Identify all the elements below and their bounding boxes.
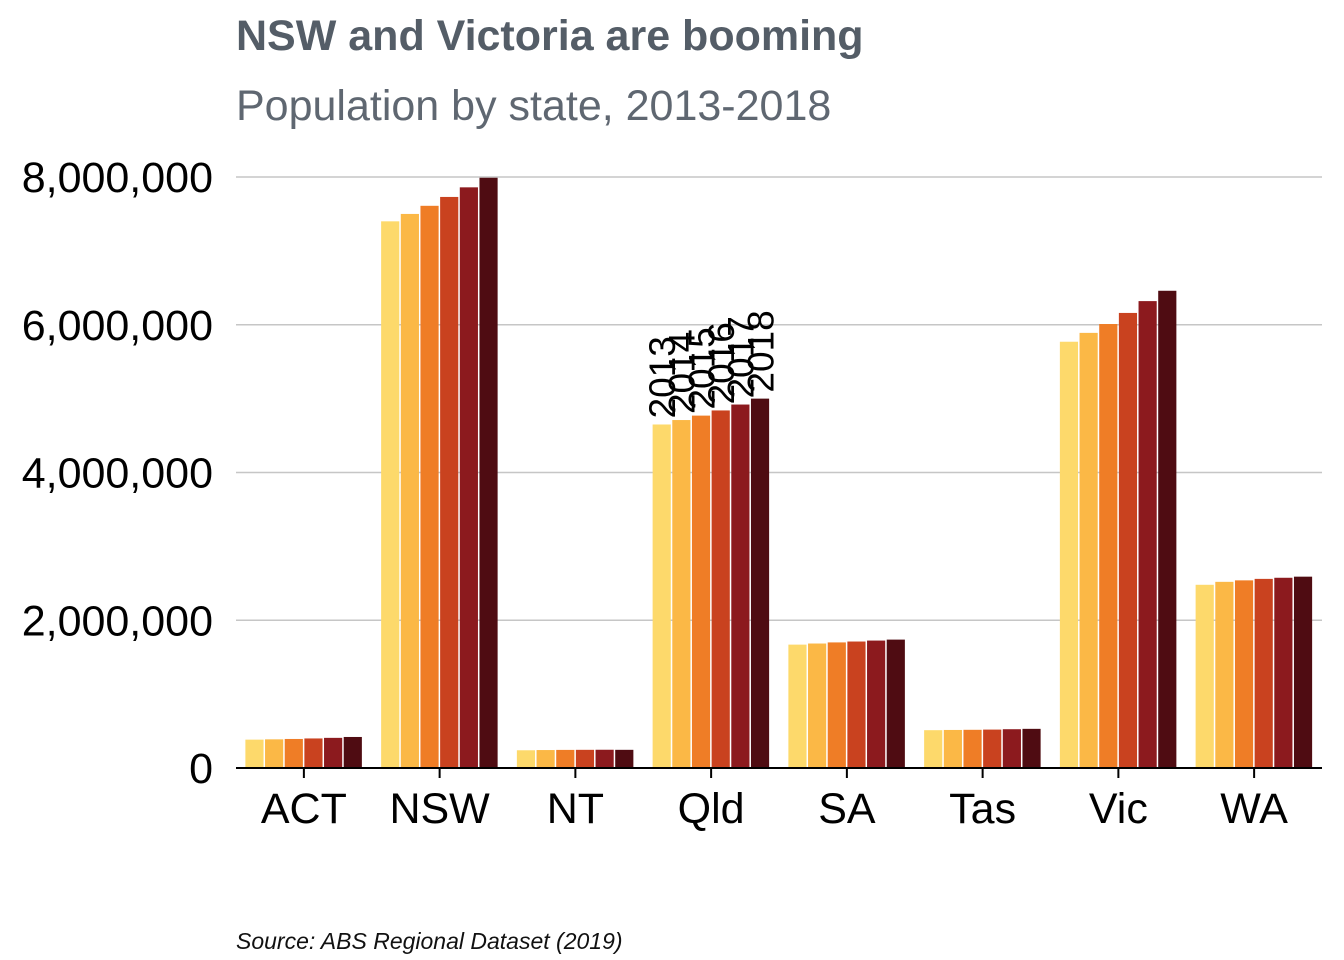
bar-NSW-2016 (440, 196, 459, 769)
bar-Vic-2014 (1079, 332, 1098, 768)
bar-NSW-2015 (420, 205, 439, 768)
bar-Qld-2018 (750, 398, 770, 768)
bar-Vic-2017 (1138, 301, 1157, 768)
y-axis-tick-labels: 0 2,000,000 4,000,000 6,000,000 8,000,000 (22, 154, 213, 793)
bar-WA-2013 (1195, 584, 1214, 768)
bar-WA-2015 (1234, 580, 1254, 768)
x-tick-label-NSW: NSW (389, 785, 490, 833)
bar-ACT-2013 (245, 739, 264, 768)
chart-title: NSW and Victoria are booming (236, 12, 864, 60)
bar-Vic-2013 (1059, 341, 1079, 768)
x-tick-label-Tas: Tas (949, 785, 1016, 833)
y-tick-label: 8,000,000 (22, 154, 213, 202)
bar-label-2014: 2014 (662, 332, 703, 414)
bar-WA-2018 (1293, 576, 1313, 768)
bar-NT-2014 (536, 750, 555, 768)
y-tick-label: 2,000,000 (22, 597, 213, 645)
bar-NT-2017 (595, 749, 614, 768)
source-caption: Source: ABS Regional Dataset (2019) (236, 928, 623, 954)
y-tick-label: 0 (189, 745, 213, 793)
bar-NSW-2017 (459, 187, 478, 768)
bar-SA-2013 (788, 644, 807, 768)
bar-Tas-2013 (924, 730, 943, 768)
bar-Tas-2014 (943, 729, 962, 768)
y-tick-label: 4,000,000 (22, 450, 213, 498)
bar-NT-2016 (575, 749, 595, 768)
y-tick-label: 6,000,000 (22, 302, 213, 350)
bar-Vic-2018 (1158, 290, 1177, 768)
bar-label-2017: 2017 (721, 316, 762, 398)
bar-Tas-2015 (963, 729, 982, 768)
bar-label-2018: 2018 (740, 310, 781, 392)
bar-NSW-2014 (400, 213, 419, 768)
bar-label-2015: 2015 (681, 327, 722, 409)
bar-NSW-2018 (479, 177, 498, 768)
bar-WA-2017 (1274, 577, 1293, 768)
x-tick-label-Qld: Qld (678, 785, 745, 833)
bar-Vic-2016 (1118, 312, 1138, 768)
bar-NT-2013 (516, 750, 536, 768)
bar-Qld-2013 (652, 424, 671, 768)
x-tick-label-WA: WA (1220, 785, 1288, 833)
bar-Qld-2014 (672, 420, 691, 768)
x-tick-label-SA: SA (818, 785, 876, 833)
bar-Qld-2015 (691, 415, 711, 768)
bar-Tas-2018 (1022, 728, 1041, 768)
bar-NT-2015 (556, 749, 575, 768)
bar-SA-2017 (867, 640, 886, 768)
bar-ACT-2018 (343, 736, 362, 768)
bar-NT-2018 (615, 749, 634, 768)
bar-ACT-2017 (324, 737, 343, 768)
x-tick-label-ACT: ACT (261, 785, 347, 833)
bar-Qld-2017 (731, 404, 750, 768)
bar-ACT-2014 (265, 739, 284, 768)
x-axis: ACT NSW NT Qld SA Tas Vic WA (236, 767, 1322, 833)
bar-WA-2014 (1215, 581, 1234, 768)
bar-label-2016: 2016 (701, 322, 742, 404)
bar-Vic-2015 (1099, 324, 1118, 768)
bar-ACT-2016 (304, 738, 323, 768)
bar-WA-2016 (1254, 578, 1273, 768)
bar-Tas-2016 (983, 729, 1002, 768)
x-tick-label-Vic: Vic (1089, 785, 1148, 833)
bar-Tas-2017 (1002, 729, 1021, 768)
x-tick-label-NT: NT (547, 785, 604, 833)
bar-NSW-2013 (381, 221, 400, 768)
bar-SA-2014 (808, 643, 827, 768)
bar-SA-2016 (847, 641, 866, 768)
bar-label-2013: 2013 (642, 336, 683, 418)
bars (245, 177, 1313, 769)
bar-SA-2018 (886, 639, 905, 768)
bar-ACT-2015 (284, 738, 303, 768)
chart-subtitle: Population by state, 2013-2018 (236, 82, 832, 130)
bar-Qld-2016 (711, 410, 730, 768)
bar-SA-2015 (827, 642, 846, 768)
